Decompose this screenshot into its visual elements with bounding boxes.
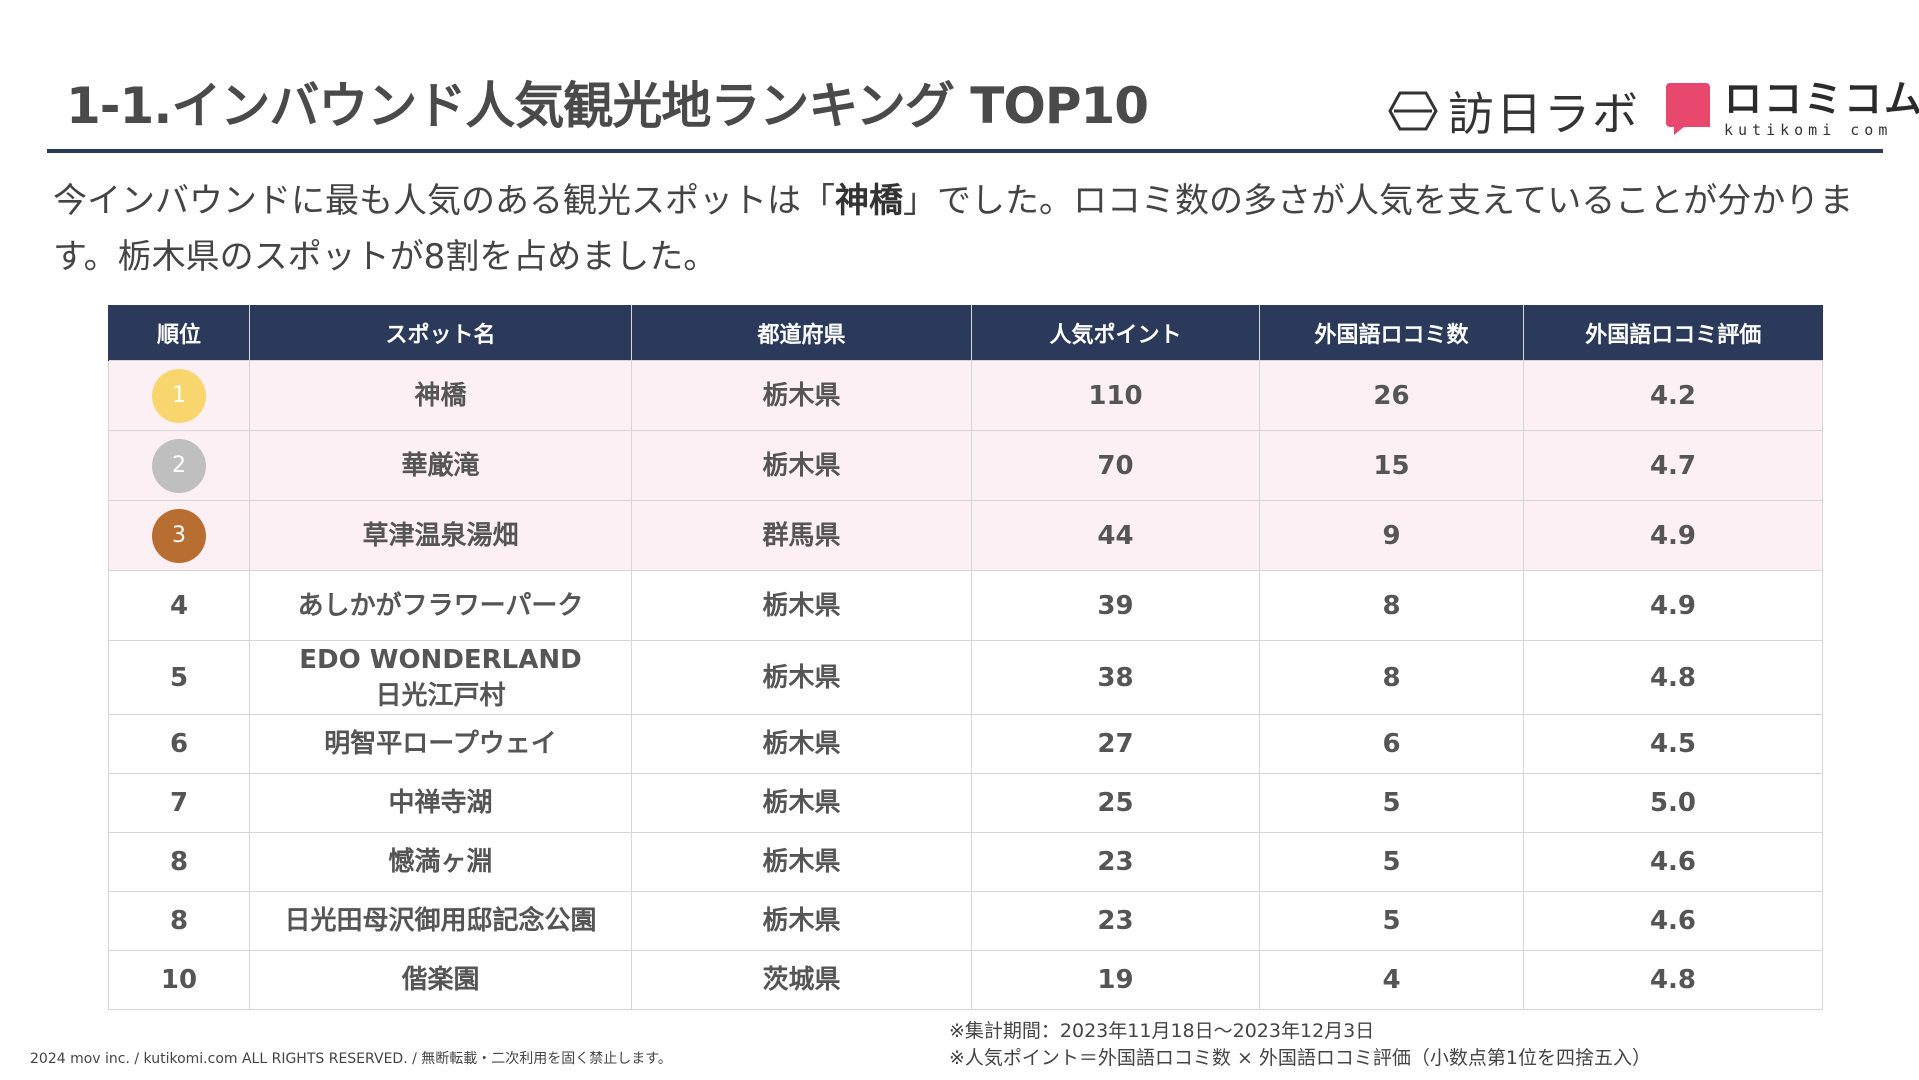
review-count-cell: 5	[1259, 891, 1524, 951]
rank-cell: 6	[108, 714, 250, 774]
review-count-cell: 15	[1259, 430, 1524, 501]
points-formula-note: ※人気ポイント＝外国語ロコミ数 × 外国語ロコミ評価（小数点第1位を四捨五入）	[949, 1047, 1652, 1069]
rank-cell: 1	[108, 360, 250, 431]
intro-text-before: 今インバウンドに最も人気のある観光スポットは「	[53, 181, 835, 221]
review-rating-cell: 4.8	[1523, 640, 1823, 715]
table-row: 6 明智平ロープウェイ 栃木県 27 6 4.5	[108, 714, 1823, 774]
spot-name-line-2: 日光江戸村	[375, 680, 506, 711]
spot-name-cell: 中禅寺湖	[249, 773, 632, 833]
prefecture-cell: 栃木県	[631, 640, 972, 715]
review-rating-cell: 4.5	[1523, 714, 1823, 774]
intro-highlight: 神橋	[835, 181, 903, 221]
prefecture-cell: 栃木県	[631, 714, 972, 774]
prefecture-cell: 栃木県	[631, 891, 972, 951]
points-cell: 70	[971, 430, 1260, 501]
points-cell: 44	[971, 500, 1260, 571]
review-count-cell: 5	[1259, 832, 1524, 892]
kuchikomi-logo-text: ロコミコム	[1724, 77, 1919, 121]
speech-bubble-icon	[1666, 83, 1710, 135]
page-title: 1-1.インバウンド人気観光地ランキング TOP10	[66, 77, 1149, 135]
review-rating-cell: 4.8	[1523, 950, 1823, 1010]
table-header-row: 順位 スポット名 都道府県 人気ポイント 外国語ロコミ数 外国語ロコミ評価	[108, 305, 1823, 361]
spot-name-cell: 草津温泉湯畑	[249, 500, 632, 571]
kuchikomi-logo-subtext: kutikomi com	[1724, 121, 1893, 139]
review-count-cell: 5	[1259, 773, 1524, 833]
points-cell: 110	[971, 360, 1260, 431]
rank-cell: 5	[108, 640, 250, 715]
points-cell: 38	[971, 640, 1260, 715]
spot-name-line-1: EDO WONDERLAND	[299, 644, 582, 675]
rank-cell: 8	[108, 891, 250, 951]
review-rating-cell: 4.6	[1523, 891, 1823, 951]
title-divider	[47, 149, 1883, 153]
points-cell: 23	[971, 891, 1260, 951]
prefecture-cell: 栃木県	[631, 360, 972, 431]
period-note: ※集計期間：2023年11月18日～2023年12月3日	[949, 1020, 1375, 1042]
rank-cell: 10	[108, 950, 250, 1010]
header-points: 人気ポイント	[971, 305, 1260, 361]
review-count-cell: 6	[1259, 714, 1524, 774]
spot-name-cell: 憾満ヶ淵	[249, 832, 632, 892]
prefecture-cell: 群馬県	[631, 500, 972, 571]
table-row: 7 中禅寺湖 栃木県 25 5 5.0	[108, 773, 1823, 833]
table-row: 3 草津温泉湯畑 群馬県 44 9 4.9	[108, 500, 1823, 571]
spot-name-cell: 神橋	[249, 360, 632, 431]
review-rating-cell: 5.0	[1523, 773, 1823, 833]
prefecture-cell: 栃木県	[631, 430, 972, 501]
prefecture-cell: 栃木県	[631, 832, 972, 892]
review-rating-cell: 4.9	[1523, 500, 1823, 571]
review-rating-cell: 4.9	[1523, 570, 1823, 641]
spot-name-cell: 華厳滝	[249, 430, 632, 501]
prefecture-cell: 栃木県	[631, 773, 972, 833]
table-row: 2 華厳滝 栃木県 70 15 4.7	[108, 430, 1823, 501]
spot-name-cell: EDO WONDERLAND 日光江戸村	[249, 640, 632, 715]
points-cell: 25	[971, 773, 1260, 833]
table-row: 8 憾満ヶ淵 栃木県 23 5 4.6	[108, 832, 1823, 892]
rank-cell: 2	[108, 430, 250, 501]
rank-cell: 7	[108, 773, 250, 833]
spot-name-cell: あしかがフラワーパーク	[249, 570, 632, 641]
review-count-cell: 8	[1259, 570, 1524, 641]
intro-text-after: 」でした。ロコミ数の多さが人気を支えていることが分かります。栃木県のスポットが8…	[53, 181, 1854, 277]
table-row: 8 日光田母沢御用邸記念公園 栃木県 23 5 4.6	[108, 891, 1823, 951]
kuchikomi-logo: ロコミコム kutikomi com	[1664, 78, 1919, 140]
rank-cell: 4	[108, 570, 250, 641]
review-rating-cell: 4.7	[1523, 430, 1823, 501]
rank-cell: 3	[108, 500, 250, 571]
review-rating-cell: 4.2	[1523, 360, 1823, 431]
ranking-table: 順位 スポット名 都道府県 人気ポイント 外国語ロコミ数 外国語ロコミ評価 1 …	[108, 305, 1823, 1010]
gold-medal-badge: 1	[152, 368, 206, 423]
hexagon-logo-icon	[1388, 91, 1438, 131]
prefecture-cell: 茨城県	[631, 950, 972, 1010]
copyright-notice: 2024 mov inc. / kutikomi.com ALL RIGHTS …	[30, 1051, 672, 1067]
rank-cell: 8	[108, 832, 250, 892]
prefecture-cell: 栃木県	[631, 570, 972, 641]
review-count-cell: 26	[1259, 360, 1524, 431]
bronze-medal-badge: 3	[152, 508, 206, 563]
points-cell: 27	[971, 714, 1260, 774]
review-count-cell: 8	[1259, 640, 1524, 715]
points-cell: 23	[971, 832, 1260, 892]
header-spot-name: スポット名	[249, 305, 632, 361]
table-row: 10 偕楽園 茨城県 19 4 4.8	[108, 950, 1823, 1010]
intro-text: 今インバウンドに最も人気のある観光スポットは「神橋」でした。ロコミ数の多さが人気…	[53, 173, 1873, 285]
houjitsu-logo-text: 訪日ラボ	[1448, 87, 1640, 141]
review-rating-cell: 4.6	[1523, 832, 1823, 892]
review-count-cell: 4	[1259, 950, 1524, 1010]
houjitsu-labo-logo: 訪日ラボ	[1388, 82, 1640, 141]
points-cell: 19	[971, 950, 1260, 1010]
header-review-rating: 外国語ロコミ評価	[1523, 305, 1823, 361]
header-review-count: 外国語ロコミ数	[1259, 305, 1524, 361]
spot-name-cell: 偕楽園	[249, 950, 632, 1010]
spot-name-cell: 明智平ロープウェイ	[249, 714, 632, 774]
points-cell: 39	[971, 570, 1260, 641]
table-row: 1 神橋 栃木県 110 26 4.2	[108, 360, 1823, 431]
silver-medal-badge: 2	[152, 438, 206, 493]
header-rank: 順位	[108, 305, 250, 361]
header-prefecture: 都道府県	[631, 305, 972, 361]
table-row: 4 あしかがフラワーパーク 栃木県 39 8 4.9	[108, 570, 1823, 641]
table-row: 5 EDO WONDERLAND 日光江戸村 栃木県 38 8 4.8	[108, 640, 1823, 715]
review-count-cell: 9	[1259, 500, 1524, 571]
spot-name-cell: 日光田母沢御用邸記念公園	[249, 891, 632, 951]
